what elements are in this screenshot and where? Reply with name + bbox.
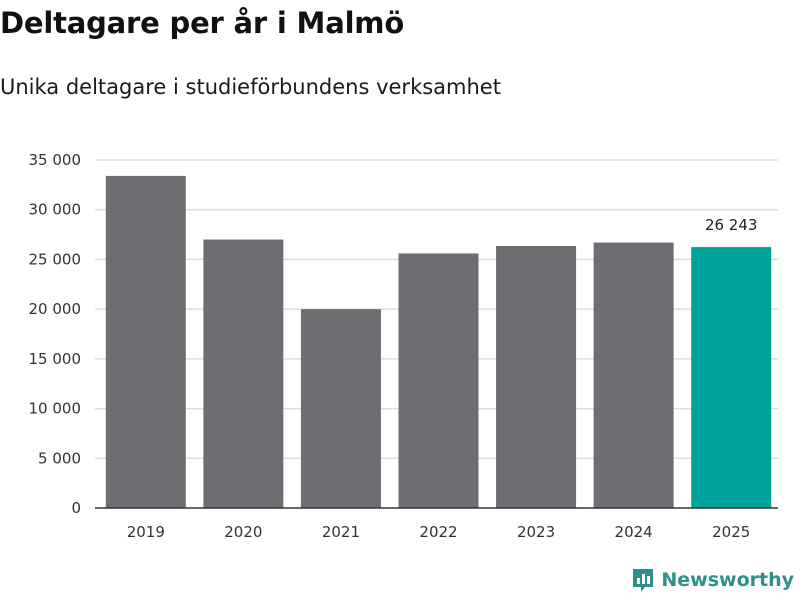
y-tick-label: 10 000 [29, 400, 82, 418]
x-axis-tick-labels: 2019 2020 2021 2022 2023 2024 2025 [127, 523, 751, 541]
bar-2025 [691, 247, 772, 509]
bar-2020 [203, 239, 284, 509]
bars [105, 175, 772, 509]
x-tick-label: 2020 [224, 523, 262, 541]
data-label: 26 243 [705, 216, 758, 234]
bar-2022 [398, 253, 479, 508]
x-tick-label: 2023 [517, 523, 555, 541]
y-tick-label: 35 000 [29, 151, 82, 169]
x-tick-label: 2024 [615, 523, 653, 541]
y-axis-tick-labels: 0 5 000 10 000 15 000 20 000 25 000 30 000 35 0… [29, 151, 82, 517]
bar-2024 [593, 242, 674, 509]
brand-name: Newsworthy [661, 569, 794, 591]
y-tick-label: 0 [71, 499, 81, 517]
y-tick-label: 25 000 [29, 250, 82, 268]
bar-2019 [105, 175, 186, 508]
x-tick-label: 2019 [127, 523, 165, 541]
y-tick-label: 30 000 [29, 201, 82, 219]
x-tick-label: 2025 [712, 523, 750, 541]
y-tick-label: 5 000 [38, 449, 81, 467]
y-tick-label: 20 000 [29, 300, 82, 318]
y-tick-label: 15 000 [29, 350, 82, 368]
bar-2021 [300, 309, 381, 508]
brand-logo: Newsworthy [631, 567, 794, 593]
bar-2023 [496, 246, 577, 508]
x-tick-label: 2022 [419, 523, 457, 541]
chart-title: Deltagare per år i Malmö [0, 6, 405, 40]
chart-subtitle: Unika deltagare i studieförbundens verks… [0, 75, 501, 99]
data-labels: 26 243 [705, 216, 758, 234]
x-tick-label: 2021 [322, 523, 360, 541]
newsworthy-logo-icon [633, 569, 654, 592]
